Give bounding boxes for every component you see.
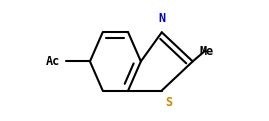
Text: Ac: Ac	[45, 55, 60, 68]
Text: N: N	[158, 12, 165, 25]
Text: S: S	[165, 96, 173, 109]
Text: Me: Me	[199, 45, 214, 58]
